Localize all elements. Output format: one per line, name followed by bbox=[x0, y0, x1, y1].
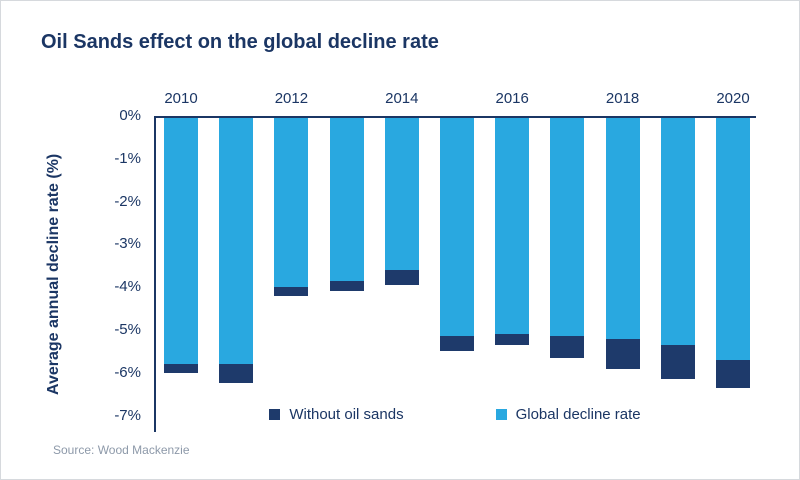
bar-segment-without-oil-sands bbox=[384, 270, 419, 286]
y-axis-title: Average annual decline rate (%) bbox=[45, 153, 62, 395]
bar-segment-global-decline-rate bbox=[716, 116, 750, 360]
y-tick-label: -3% bbox=[114, 235, 141, 253]
bar-2018 bbox=[605, 116, 640, 369]
bar-2017 bbox=[550, 116, 585, 358]
bar-segment-global-decline-rate bbox=[384, 116, 419, 271]
legend-swatch-without-oil-sands bbox=[269, 408, 281, 420]
bar-segment-without-oil-sands bbox=[716, 359, 750, 388]
bar-2010 bbox=[164, 116, 198, 373]
legend-label-without-oil-sands: Without oil sands bbox=[289, 405, 404, 423]
bar-segment-without-oil-sands bbox=[440, 336, 474, 352]
bar-segment-global-decline-rate bbox=[219, 116, 254, 365]
y-tick-label: -2% bbox=[114, 192, 141, 210]
bar-segment-global-decline-rate bbox=[605, 116, 640, 339]
bar-segment-global-decline-rate bbox=[274, 116, 309, 288]
bar-segment-without-oil-sands bbox=[274, 287, 309, 296]
y-axis-line bbox=[154, 116, 156, 432]
bar-2016 bbox=[495, 116, 530, 345]
bar-segment-without-oil-sands bbox=[605, 338, 640, 369]
y-tick-label: -5% bbox=[114, 321, 141, 338]
x-tick-label-2018: 2018 bbox=[605, 90, 640, 107]
y-tick-label: -1% bbox=[114, 149, 141, 167]
x-tick-label-2010: 2010 bbox=[164, 90, 198, 107]
bar-2014 bbox=[384, 116, 419, 286]
legend-item-global-decline-rate: Global decline rate bbox=[495, 405, 641, 423]
legend: Without oil sands Global decline rate bbox=[154, 404, 756, 424]
bar-segment-global-decline-rate bbox=[495, 116, 530, 335]
source-text: Source: Wood Mackenzie bbox=[53, 443, 190, 457]
bar-2015 bbox=[440, 116, 474, 352]
bar-segment-without-oil-sands bbox=[550, 336, 585, 358]
bar-segment-global-decline-rate bbox=[164, 116, 198, 365]
bar-segment-global-decline-rate bbox=[440, 116, 474, 337]
x-tick-label-2012: 2012 bbox=[274, 90, 309, 107]
x-axis-line bbox=[154, 116, 756, 118]
y-tick-label: -7% bbox=[114, 406, 141, 424]
plot-area: 0% -1% -2% -3% -4% -5% -6% -7% 2010 2012 2014 2016 2… bbox=[114, 90, 756, 432]
x-tick-label-2014: 2014 bbox=[385, 90, 419, 107]
y-tick-label: -4% bbox=[114, 278, 141, 296]
bar-segment-global-decline-rate bbox=[329, 116, 364, 281]
y-tick-label: 0% bbox=[119, 107, 141, 124]
bar-2011 bbox=[219, 116, 254, 384]
bar-segment-without-oil-sands bbox=[219, 364, 254, 384]
bar-segment-without-oil-sands bbox=[495, 334, 530, 345]
bar-2013 bbox=[329, 116, 364, 292]
bar-segment-global-decline-rate bbox=[550, 116, 585, 337]
bar-2019 bbox=[660, 116, 695, 380]
x-tick-label-2016: 2016 bbox=[495, 90, 529, 107]
legend-label-global-decline-rate: Global decline rate bbox=[515, 405, 641, 423]
bar-segment-without-oil-sands bbox=[660, 344, 695, 380]
bar-segment-without-oil-sands bbox=[164, 364, 198, 373]
legend-item-without-oil-sands: Without oil sands bbox=[269, 405, 404, 423]
y-tick-label: -6% bbox=[114, 363, 141, 381]
bar-segment-global-decline-rate bbox=[660, 116, 695, 345]
bar-2012 bbox=[274, 116, 309, 296]
legend-swatch-global-decline-rate bbox=[495, 408, 507, 420]
bar-2020 bbox=[716, 116, 750, 388]
chart-title: Oil Sands effect on the global decline r… bbox=[41, 31, 439, 53]
x-tick-label-2020: 2020 bbox=[716, 90, 750, 107]
bar-segment-without-oil-sands bbox=[329, 280, 364, 292]
